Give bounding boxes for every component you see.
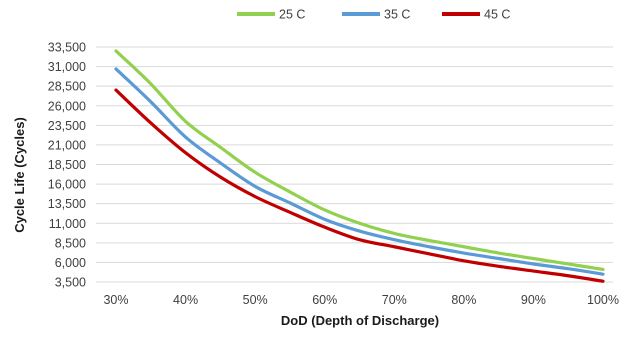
legend-label-35-c: 35 C [384,8,410,22]
y-tick-label: 23,500 [48,119,86,133]
y-tick-label: 26,000 [48,99,86,113]
grid [96,46,613,283]
y-tick-label: 21,000 [48,138,86,152]
series-line-35-c [114,67,605,276]
y-tick-label: 28,500 [48,80,86,94]
x-tick-label: 70% [382,293,407,307]
y-tick-label: 31,000 [48,60,86,74]
x-axis-ticks: 30% 40% 50% 60% 70% 80% 90% 100% [103,293,619,307]
series-line-45-c [114,88,605,283]
x-tick-label: 90% [521,293,546,307]
x-tick-label: 80% [451,293,476,307]
y-tick-label: 3,500 [55,276,86,290]
x-axis-title: DoD (Depth of Discharge) [281,313,439,328]
y-axis-ticks: 3,500 6,000 8,500 11,000 13,500 16,000 18,500 2… [48,41,86,290]
y-tick-label: 8,500 [55,236,86,250]
y-axis-title: Cycle Life (Cycles) [12,117,27,233]
x-tick-label: 30% [103,293,128,307]
y-tick-label: 18,500 [48,158,86,172]
y-tick-label: 33,500 [48,41,86,55]
legend-label-45-c: 45 C [484,8,510,22]
series-line-25-c [114,49,605,272]
y-tick-label: 11,000 [49,217,86,231]
x-tick-label: 50% [243,293,268,307]
y-tick-label: 6,000 [55,256,86,270]
y-tick-label: 16,000 [48,178,86,192]
x-tick-label: 40% [173,293,198,307]
legend: 25 C 35 C 45 C [237,8,510,22]
legend-label-25-c: 25 C [279,8,305,22]
y-tick-label: 13,500 [48,197,86,211]
x-tick-label: 100% [587,293,619,307]
x-tick-label: 60% [312,293,337,307]
series-lines [114,49,605,283]
